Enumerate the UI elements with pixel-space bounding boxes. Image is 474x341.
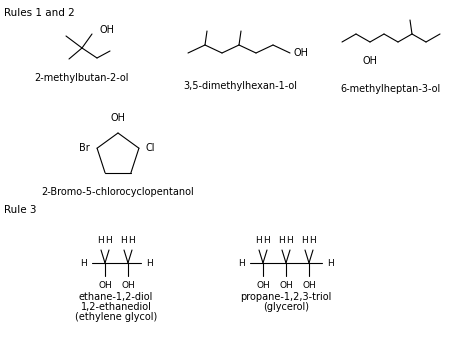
Text: H: H	[264, 236, 270, 245]
Text: H: H	[301, 236, 309, 245]
Text: Rules 1 and 2: Rules 1 and 2	[4, 8, 75, 18]
Text: Br: Br	[79, 143, 90, 153]
Text: H: H	[128, 236, 136, 245]
Text: 2-Bromo-5-chlorocyclopentanol: 2-Bromo-5-chlorocyclopentanol	[42, 187, 194, 197]
Text: H: H	[327, 258, 334, 267]
Text: (ethylene glycol): (ethylene glycol)	[75, 312, 157, 322]
Text: H: H	[279, 236, 285, 245]
Text: H: H	[98, 236, 104, 245]
Text: OH: OH	[302, 281, 316, 290]
Text: Rule 3: Rule 3	[4, 205, 36, 215]
Text: OH: OH	[294, 48, 309, 58]
Text: 6-methylheptan-3-ol: 6-methylheptan-3-ol	[341, 84, 441, 94]
Text: propane-1,2,3-triol: propane-1,2,3-triol	[240, 292, 332, 302]
Text: 2-methylbutan-2-ol: 2-methylbutan-2-ol	[35, 73, 129, 83]
Text: 3,5-dimethylhexan-1-ol: 3,5-dimethylhexan-1-ol	[183, 81, 297, 91]
Text: OH: OH	[100, 25, 115, 35]
Text: H: H	[106, 236, 112, 245]
Text: ethane-1,2-diol: ethane-1,2-diol	[79, 292, 153, 302]
Text: H: H	[146, 258, 153, 267]
Text: (glycerol): (glycerol)	[263, 302, 309, 312]
Text: H: H	[238, 258, 245, 267]
Text: H: H	[287, 236, 293, 245]
Text: OH: OH	[121, 281, 135, 290]
Text: OH: OH	[110, 113, 126, 123]
Text: H: H	[255, 236, 263, 245]
Text: OH: OH	[363, 56, 377, 66]
Text: OH: OH	[279, 281, 293, 290]
Text: H: H	[120, 236, 128, 245]
Text: H: H	[310, 236, 316, 245]
Text: OH: OH	[98, 281, 112, 290]
Text: 1,2-ethanediol: 1,2-ethanediol	[81, 302, 151, 312]
Text: H: H	[80, 258, 87, 267]
Text: OH: OH	[256, 281, 270, 290]
Text: Cl: Cl	[146, 143, 155, 153]
